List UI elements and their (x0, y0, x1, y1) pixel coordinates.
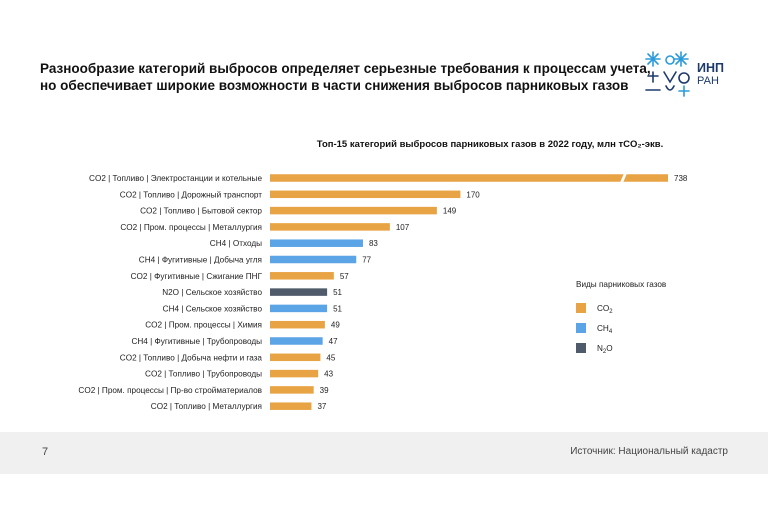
bar (270, 223, 390, 231)
value-label: 83 (369, 239, 378, 248)
category-label: CO2 | Топливо | Трубопроводы (145, 370, 262, 379)
value-label: 47 (329, 337, 338, 346)
value-label: 51 (333, 288, 342, 297)
bar (270, 255, 357, 264)
bar (270, 402, 312, 410)
legend-label-co2: CO2 (597, 304, 613, 315)
legend-swatch-ch4 (576, 323, 586, 333)
category-label: CH4 | Фугитивные | Трубопроводы (131, 337, 262, 346)
value-label: 170 (466, 190, 480, 199)
legend-label-n2o: N2O (597, 344, 613, 355)
bar (270, 174, 668, 182)
category-label: CH4 | Сельское хозяйство (163, 304, 263, 313)
inp-ran-logo-icon (645, 51, 690, 97)
bar (270, 337, 323, 345)
category-label: N2O | Сельское хозяйство (162, 288, 262, 297)
value-label: 43 (324, 370, 333, 379)
logo-text: ИНП РАН (697, 62, 724, 88)
value-label: 738 (674, 174, 688, 183)
axis-break-mark (620, 173, 627, 183)
value-label: 77 (362, 256, 371, 265)
value-label: 149 (443, 207, 457, 216)
bar (270, 353, 321, 362)
value-label: 57 (340, 272, 349, 281)
category-label: CO2 | Топливо | Бытовой сектор (140, 207, 262, 216)
bar (270, 369, 319, 378)
slide-title: Разнообразие категорий выбросов определя… (40, 60, 651, 94)
bar (270, 190, 461, 199)
category-label: CO2 | Пром. процессы | Металлургия (120, 223, 262, 232)
category-label: CH4 | Фугитивные | Добыча угля (139, 256, 262, 265)
slide-title-line-2: но обеспечивает широкие возможности в ча… (40, 78, 629, 93)
bar (270, 304, 328, 313)
bar (270, 206, 437, 215)
logo-subname: РАН (697, 75, 719, 87)
category-label: CO2 | Пром. процессы | Химия (145, 321, 262, 330)
logo-name: ИНП (697, 61, 724, 75)
legend-swatch-co2 (576, 303, 586, 313)
category-label: CO2 | Топливо | Дорожный транспорт (120, 190, 262, 199)
legend-swatch-n2o (576, 343, 586, 353)
value-label: 51 (333, 304, 342, 313)
bar (270, 272, 334, 280)
value-label: 45 (326, 353, 335, 362)
category-label: CO2 | Топливо | Добыча нефти и газа (120, 353, 263, 362)
category-label: CO2 | Фугитивные | Сжигание ПНГ (131, 272, 263, 281)
slide-title-line-1: Разнообразие категорий выбросов определя… (40, 61, 651, 76)
bar (270, 386, 314, 394)
category-label: CH4 | Отходы (210, 239, 262, 248)
footer-bar: 7 Источник: Национальный кадастр (0, 432, 768, 474)
chart-title: Топ-15 категорий выбросов парниковых газ… (317, 139, 664, 150)
legend-title: Виды парниковых газов (576, 280, 666, 289)
category-label: CO2 | Пром. процессы | Пр-во стройматери… (78, 386, 262, 395)
page-number: 7 (42, 446, 49, 458)
value-label: 37 (317, 402, 326, 411)
bar (270, 288, 328, 296)
category-label: CO2 | Топливо | Электростанции и котельн… (89, 174, 262, 183)
source-note: Источник: Национальный кадастр (570, 446, 728, 457)
bar (270, 239, 363, 247)
category-label: CO2 | Топливо | Металлургия (151, 402, 262, 411)
bar (270, 320, 325, 329)
value-label: 49 (331, 321, 340, 330)
emissions-bar-chart: Топ-15 категорий выбросов парниковых газ… (78, 139, 688, 411)
value-label: 39 (320, 386, 329, 395)
value-label: 107 (396, 223, 410, 232)
legend-label-ch4: CH4 (597, 324, 613, 335)
